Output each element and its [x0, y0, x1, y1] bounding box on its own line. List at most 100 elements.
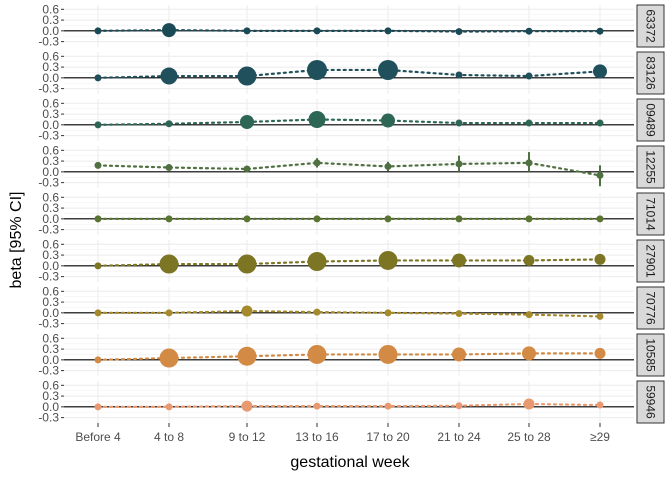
y-tick-label: -0.3 — [38, 411, 59, 425]
y-tick-label: 0.6 — [42, 2, 59, 16]
y-tick-label: -0.3 — [38, 35, 59, 49]
data-point — [313, 215, 321, 223]
series-dotted-line — [96, 352, 602, 361]
data-point — [523, 254, 535, 266]
x-tick-label: 13 to 16 — [295, 430, 339, 444]
x-tick-label: 4 to 8 — [154, 430, 184, 444]
data-point — [94, 27, 102, 35]
series-dotted-line — [96, 161, 602, 177]
data-point — [455, 119, 463, 127]
series-dotted-line — [96, 402, 602, 408]
y-tick-label: 0.0 — [42, 400, 59, 414]
y-tick-label: 0.3 — [42, 107, 59, 121]
data-point — [596, 401, 604, 409]
data-point — [525, 159, 533, 167]
data-point — [455, 160, 463, 168]
y-tick-label: 0.6 — [42, 378, 59, 392]
data-point — [455, 215, 463, 223]
y-tick-label: 0.6 — [42, 237, 59, 251]
panel-59946: -0.30.00.30.6 59946 — [38, 378, 665, 425]
data-point — [455, 310, 463, 318]
data-point — [596, 215, 604, 223]
y-tick-label: 0.3 — [42, 201, 59, 215]
data-point — [165, 120, 173, 128]
y-tick-label: 0.0 — [42, 353, 59, 367]
data-point — [378, 250, 398, 270]
data-point — [94, 161, 102, 169]
data-point — [94, 309, 102, 317]
data-point — [378, 344, 398, 364]
y-tick-label: 0.3 — [42, 60, 59, 74]
data-point — [94, 74, 102, 82]
data-point — [237, 254, 257, 274]
y-axis-title: beta [95% CI] — [8, 192, 25, 289]
data-point — [240, 114, 254, 129]
data-point — [241, 400, 253, 412]
data-point — [593, 64, 607, 79]
data-point — [452, 347, 466, 362]
x-axis-title: gestational week — [290, 454, 410, 471]
panel-70776: -0.30.00.30.6 70776 — [38, 284, 665, 331]
data-point — [243, 27, 251, 35]
data-point — [384, 309, 392, 317]
y-tick-label: 0.0 — [42, 165, 59, 179]
data-point — [308, 110, 326, 128]
facet-strip — [636, 239, 665, 283]
chart-panels: -0.30.00.30.663372-0.30.00.30.683126-0.3… — [38, 2, 665, 425]
data-point — [159, 348, 179, 368]
facet-strip-label: 12255 — [644, 150, 658, 184]
x-tick-label: 25 to 28 — [507, 430, 551, 444]
data-point — [94, 403, 102, 411]
data-point — [455, 402, 463, 410]
y-tick-label: 0.3 — [42, 154, 59, 168]
data-point — [596, 171, 604, 179]
data-point — [160, 67, 178, 85]
y-tick-label: 0.0 — [42, 259, 59, 273]
y-tick-label: 0.3 — [42, 342, 59, 356]
data-point — [596, 312, 604, 320]
data-point — [237, 346, 257, 366]
data-point — [243, 215, 251, 223]
facet-strip-label: 83126 — [644, 56, 658, 90]
data-point — [237, 66, 257, 86]
panel-09489: -0.30.00.30.6 09489 — [38, 96, 665, 143]
data-point — [165, 309, 173, 317]
data-point — [159, 254, 179, 274]
data-point — [525, 27, 533, 35]
facet-strip — [636, 51, 665, 95]
data-point — [596, 27, 604, 35]
y-tick-label: 0.0 — [42, 118, 59, 132]
facet-strip — [636, 192, 665, 236]
facet-strip — [636, 380, 665, 424]
x-tick-label: 17 to 20 — [366, 430, 410, 444]
data-point — [313, 402, 321, 410]
data-point — [307, 344, 327, 364]
data-point — [452, 253, 466, 268]
data-point — [384, 27, 392, 35]
data-point — [94, 356, 102, 364]
data-point — [307, 59, 327, 80]
y-tick-label: -0.3 — [38, 129, 59, 143]
data-point — [313, 27, 321, 35]
facet-strip — [636, 98, 665, 142]
series-dotted-line — [96, 258, 602, 267]
x-axis-ticks: Before 4 4 to 8 9 to 12 13 to 16 17 to 20 21 … — [75, 423, 610, 444]
data-point — [313, 159, 321, 167]
data-point — [313, 308, 321, 316]
data-point — [523, 398, 535, 410]
data-point — [94, 262, 102, 270]
series-dotted-line — [96, 68, 602, 79]
data-point — [94, 215, 102, 223]
data-point — [94, 121, 102, 129]
facet-strip — [636, 145, 665, 189]
data-point — [525, 311, 533, 319]
x-tick-label: ≥29 — [590, 430, 610, 444]
facet-strip-label: 27901 — [644, 244, 658, 278]
panel-83126: -0.30.00.30.6 83126 — [38, 49, 665, 96]
series-dotted-line — [96, 29, 602, 33]
y-tick-label: -0.3 — [38, 176, 59, 190]
y-tick-label: 0.6 — [42, 331, 59, 345]
y-tick-label: 0.6 — [42, 190, 59, 204]
series-dotted-line — [96, 309, 602, 318]
data-point — [381, 113, 395, 128]
